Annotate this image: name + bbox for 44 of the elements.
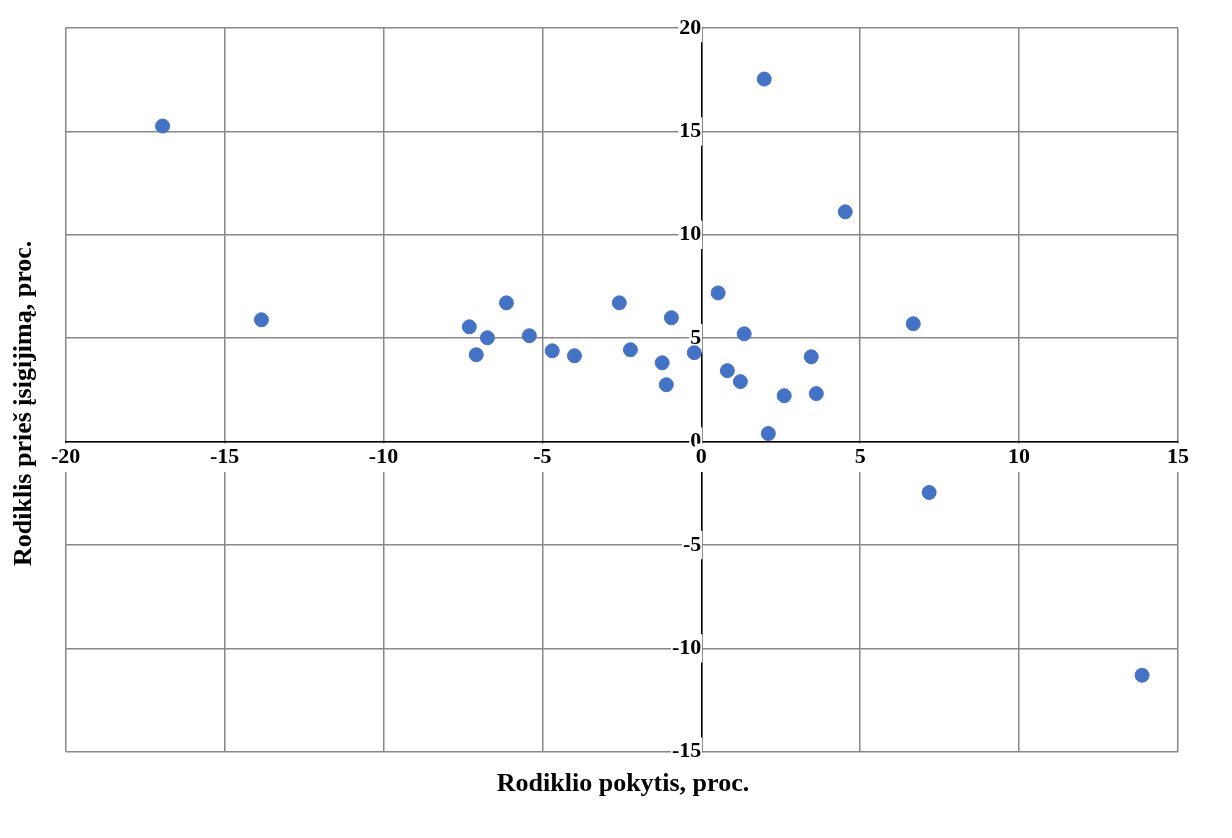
point bbox=[710, 285, 726, 301]
point bbox=[658, 377, 674, 393]
y-axis-title: Rodiklis prieš įsigijimą, proc. bbox=[8, 239, 38, 568]
y-tick-label: 5 bbox=[690, 323, 702, 349]
point bbox=[461, 319, 477, 335]
point bbox=[622, 342, 638, 358]
x-tick-label: -5 bbox=[533, 443, 552, 469]
point bbox=[719, 363, 735, 379]
point bbox=[155, 118, 171, 134]
point bbox=[544, 343, 560, 359]
point bbox=[663, 310, 679, 326]
point bbox=[686, 345, 702, 361]
x-tick-label: -15 bbox=[209, 443, 240, 469]
point bbox=[776, 388, 792, 404]
x-tick-label: -20 bbox=[51, 443, 81, 469]
point bbox=[654, 355, 670, 371]
point bbox=[921, 484, 937, 500]
point bbox=[736, 326, 752, 342]
point bbox=[803, 349, 819, 365]
point bbox=[479, 330, 495, 346]
point bbox=[732, 374, 748, 390]
point bbox=[468, 347, 484, 363]
point bbox=[611, 295, 627, 311]
point bbox=[498, 295, 514, 311]
point bbox=[566, 348, 582, 364]
y-tick-label: 15 bbox=[679, 117, 702, 143]
x-tick-label: -10 bbox=[368, 443, 399, 469]
point bbox=[521, 328, 537, 344]
x-axis-title: Rodiklio pokytis, proc. bbox=[495, 768, 751, 798]
point bbox=[1134, 667, 1150, 683]
x-tick-label: 15 bbox=[1167, 443, 1189, 469]
point bbox=[905, 316, 921, 332]
point bbox=[253, 312, 269, 328]
point bbox=[837, 204, 853, 220]
x-tick-label: 10 bbox=[1008, 443, 1031, 469]
y-tick-label: 20 bbox=[679, 13, 702, 39]
y-tick-label: -15 bbox=[671, 737, 702, 763]
point bbox=[760, 426, 776, 442]
y-tick-label: -5 bbox=[682, 530, 702, 556]
point bbox=[756, 71, 772, 87]
x-tick-label: 5 bbox=[854, 443, 866, 469]
y-tick-label: 10 bbox=[679, 220, 702, 246]
y-tick-label: -10 bbox=[671, 634, 702, 660]
point bbox=[808, 386, 824, 402]
